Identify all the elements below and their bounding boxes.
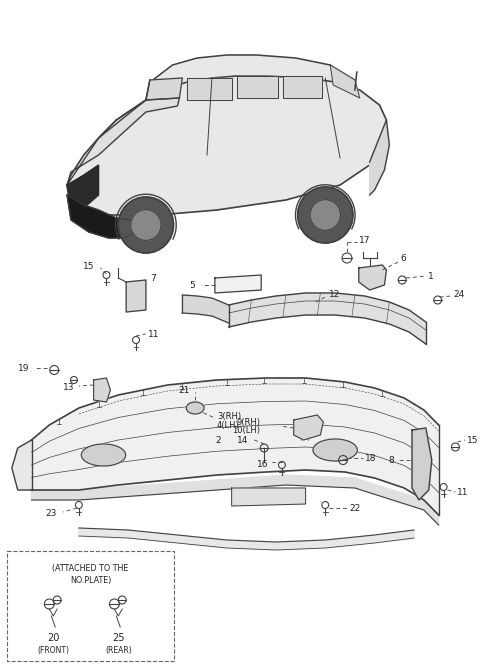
Polygon shape <box>94 378 110 402</box>
Circle shape <box>298 187 353 243</box>
Text: 16: 16 <box>257 460 268 468</box>
Polygon shape <box>359 265 386 290</box>
Text: (REAR): (REAR) <box>105 645 132 655</box>
Text: 8: 8 <box>388 456 394 464</box>
Polygon shape <box>67 165 98 208</box>
Text: 6: 6 <box>400 253 406 263</box>
Text: 23: 23 <box>46 510 57 518</box>
Text: (ATTACHED TO THE: (ATTACHED TO THE <box>52 564 129 573</box>
Text: 13: 13 <box>63 383 75 391</box>
Polygon shape <box>294 415 324 440</box>
Polygon shape <box>67 76 386 215</box>
Polygon shape <box>12 440 32 490</box>
Polygon shape <box>330 65 360 98</box>
Text: 7: 7 <box>150 273 156 283</box>
Circle shape <box>310 200 340 230</box>
Text: 19: 19 <box>18 363 30 373</box>
Polygon shape <box>146 78 182 100</box>
Text: 15: 15 <box>467 436 479 444</box>
Ellipse shape <box>186 402 204 414</box>
Polygon shape <box>146 55 355 100</box>
Text: 11: 11 <box>148 329 159 339</box>
Text: 18: 18 <box>365 454 376 462</box>
Polygon shape <box>228 293 426 344</box>
Text: 10(LH): 10(LH) <box>232 426 260 434</box>
Text: 2: 2 <box>215 436 220 444</box>
Ellipse shape <box>81 444 126 466</box>
Text: 15: 15 <box>83 261 95 271</box>
Text: 9(RH): 9(RH) <box>236 418 260 426</box>
Polygon shape <box>187 78 232 100</box>
Polygon shape <box>79 528 414 550</box>
Text: 3(RH): 3(RH) <box>217 411 241 420</box>
Polygon shape <box>370 120 389 195</box>
Text: 4(LH): 4(LH) <box>217 420 240 430</box>
Text: 1: 1 <box>428 271 433 281</box>
Text: 5: 5 <box>190 281 195 289</box>
Text: 22: 22 <box>349 504 360 512</box>
Text: 24: 24 <box>454 289 465 299</box>
Polygon shape <box>126 280 146 312</box>
Ellipse shape <box>313 439 357 461</box>
Polygon shape <box>232 488 306 506</box>
Polygon shape <box>182 295 228 323</box>
Text: 21: 21 <box>178 385 189 395</box>
Polygon shape <box>283 76 323 98</box>
Polygon shape <box>412 428 432 500</box>
Text: NO.PLATE): NO.PLATE) <box>70 576 111 585</box>
Text: 20: 20 <box>47 633 60 643</box>
Circle shape <box>118 197 173 253</box>
Polygon shape <box>32 378 439 515</box>
Polygon shape <box>67 98 180 185</box>
Text: 25: 25 <box>112 633 124 643</box>
Circle shape <box>131 210 161 240</box>
Polygon shape <box>32 475 439 525</box>
FancyBboxPatch shape <box>7 551 174 661</box>
Text: 11: 11 <box>457 488 469 496</box>
Polygon shape <box>215 275 261 293</box>
Bar <box>254 120 269 126</box>
Text: 12: 12 <box>329 289 341 299</box>
Text: (FRONT): (FRONT) <box>37 645 69 655</box>
Polygon shape <box>67 195 146 238</box>
Bar <box>290 118 305 124</box>
Text: 14: 14 <box>237 436 249 444</box>
Polygon shape <box>237 76 278 98</box>
Text: 17: 17 <box>359 236 370 244</box>
